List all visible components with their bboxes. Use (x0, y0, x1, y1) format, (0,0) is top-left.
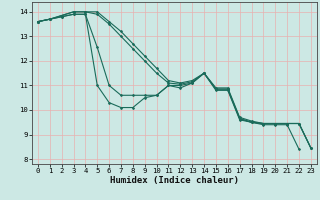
X-axis label: Humidex (Indice chaleur): Humidex (Indice chaleur) (110, 176, 239, 185)
